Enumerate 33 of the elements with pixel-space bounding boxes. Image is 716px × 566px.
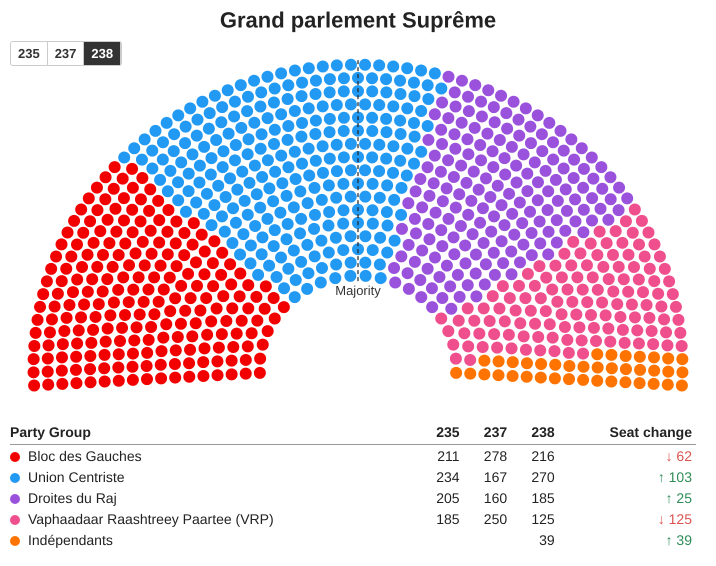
text: Majority — [335, 282, 382, 298]
category-label: Union Centriste — [27, 468, 126, 487]
data-label: 211 — [436, 447, 461, 466]
text: 235 — [436, 424, 460, 440]
data-label: 160 — [482, 489, 508, 508]
data-label: 216 — [530, 447, 556, 466]
data-label: 278 — [482, 447, 508, 466]
category-label: Bloc des Gauches — [27, 447, 143, 466]
data-label: 234 — [435, 468, 461, 487]
text: 238 — [84, 42, 122, 65]
data-label: ↑ 103 — [656, 468, 693, 487]
data-label: ↓ 125 — [656, 510, 693, 529]
text: 235 — [11, 42, 48, 65]
data-label: ↑ 39 — [664, 531, 693, 550]
legend-title: Party Group — [10, 422, 416, 444]
text: Seat change — [558, 422, 696, 444]
data-label: 39 — [538, 531, 556, 550]
text: 238 — [531, 424, 555, 440]
data-label: 205 — [435, 489, 461, 508]
data-label: 270 — [530, 468, 556, 487]
data-label: 185 — [530, 489, 556, 508]
category-label: Droites du Raj — [27, 489, 118, 508]
text: Grand parlement Suprême — [220, 7, 496, 32]
data-label: ↓ 62 — [664, 447, 693, 466]
data-label: 250 — [482, 510, 508, 529]
data-label: ↑ 25 — [664, 489, 693, 508]
data-label: 167 — [482, 468, 508, 487]
category-label: Indépendants — [27, 531, 114, 550]
data-label: 125 — [530, 510, 556, 529]
text: 237 — [484, 424, 508, 440]
data-label: 185 — [435, 510, 461, 529]
category-label: Vaphaadaar Raashtreey Paartee (VRP) — [27, 510, 275, 529]
legend-label: 237 — [48, 42, 84, 65]
